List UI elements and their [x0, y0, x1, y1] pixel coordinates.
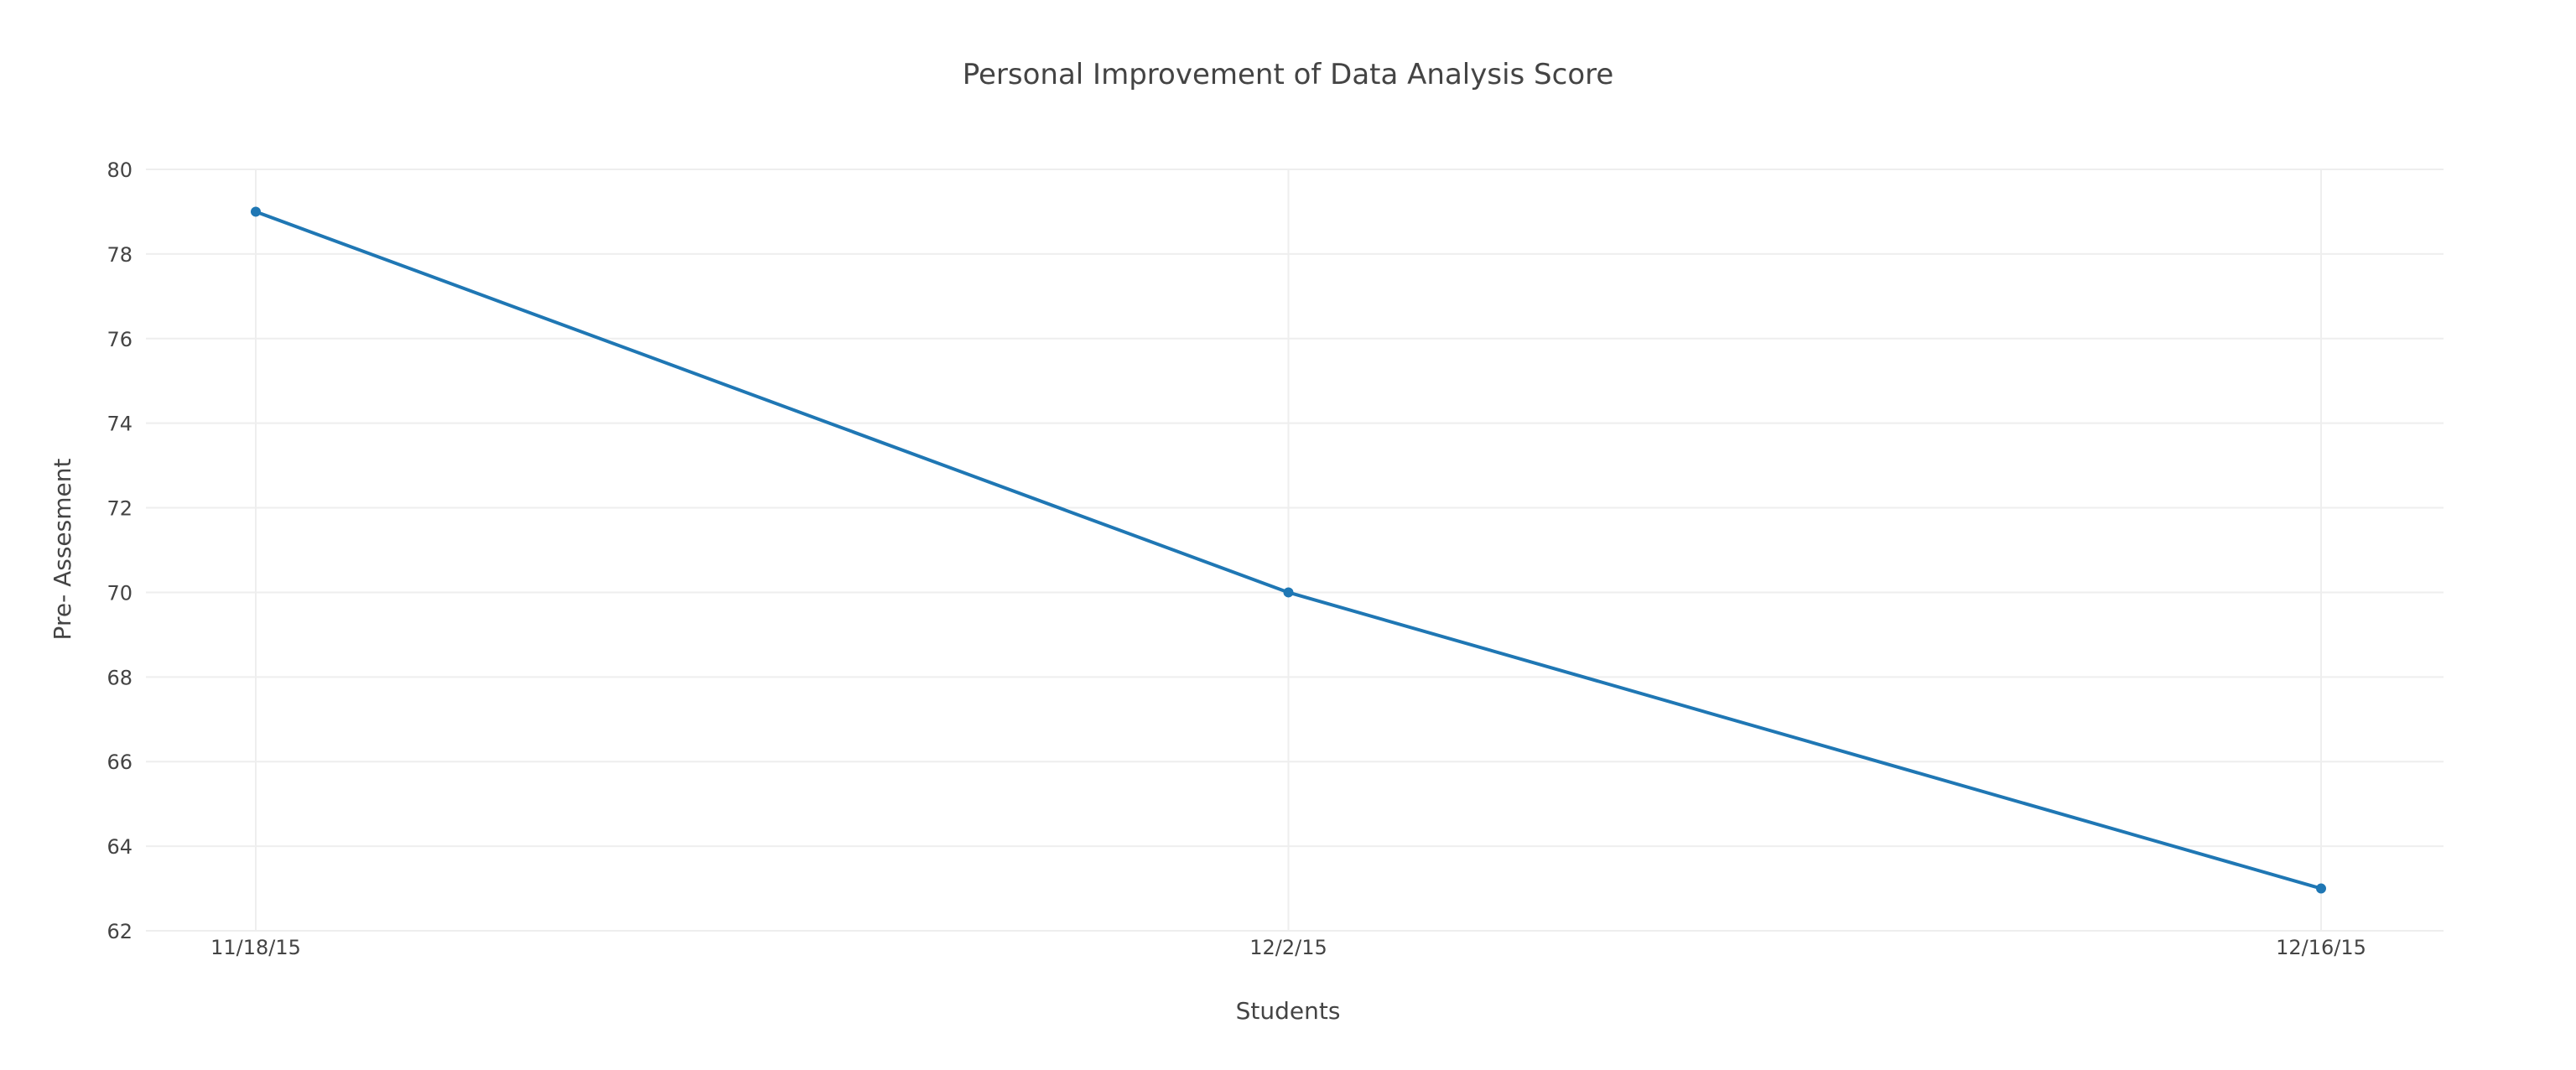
series-layer	[251, 206, 2326, 894]
chart-title: Personal Improvement of Data Analysis Sc…	[963, 58, 1614, 91]
y-tick-label: 62	[106, 920, 132, 943]
y-axis-title: Pre- Assesment	[49, 459, 76, 641]
y-tick-label: 78	[106, 243, 132, 267]
y-tick-label: 72	[106, 497, 132, 521]
x-axis-title: Students	[1236, 997, 1341, 1025]
y-tick-label: 74	[106, 413, 132, 436]
x-axis-ticks: 11/18/15 12/2/15 12/16/15	[210, 936, 2366, 959]
x-tick-label: 11/18/15	[210, 936, 301, 959]
y-tick-label: 70	[106, 581, 132, 605]
y-tick-label: 64	[106, 835, 132, 859]
data-point	[251, 206, 261, 217]
data-point	[2316, 883, 2326, 894]
y-tick-label: 76	[106, 328, 132, 351]
x-tick-label: 12/2/15	[1249, 936, 1327, 959]
y-axis-ticks: 62 64 66 68 70 72 74 76 78 80	[106, 158, 132, 943]
y-tick-label: 80	[106, 158, 132, 182]
data-point	[1283, 587, 1294, 598]
x-tick-label: 12/16/15	[2276, 936, 2366, 959]
y-tick-label: 66	[106, 751, 132, 774]
y-tick-label: 68	[106, 666, 132, 689]
grid	[146, 169, 2444, 932]
